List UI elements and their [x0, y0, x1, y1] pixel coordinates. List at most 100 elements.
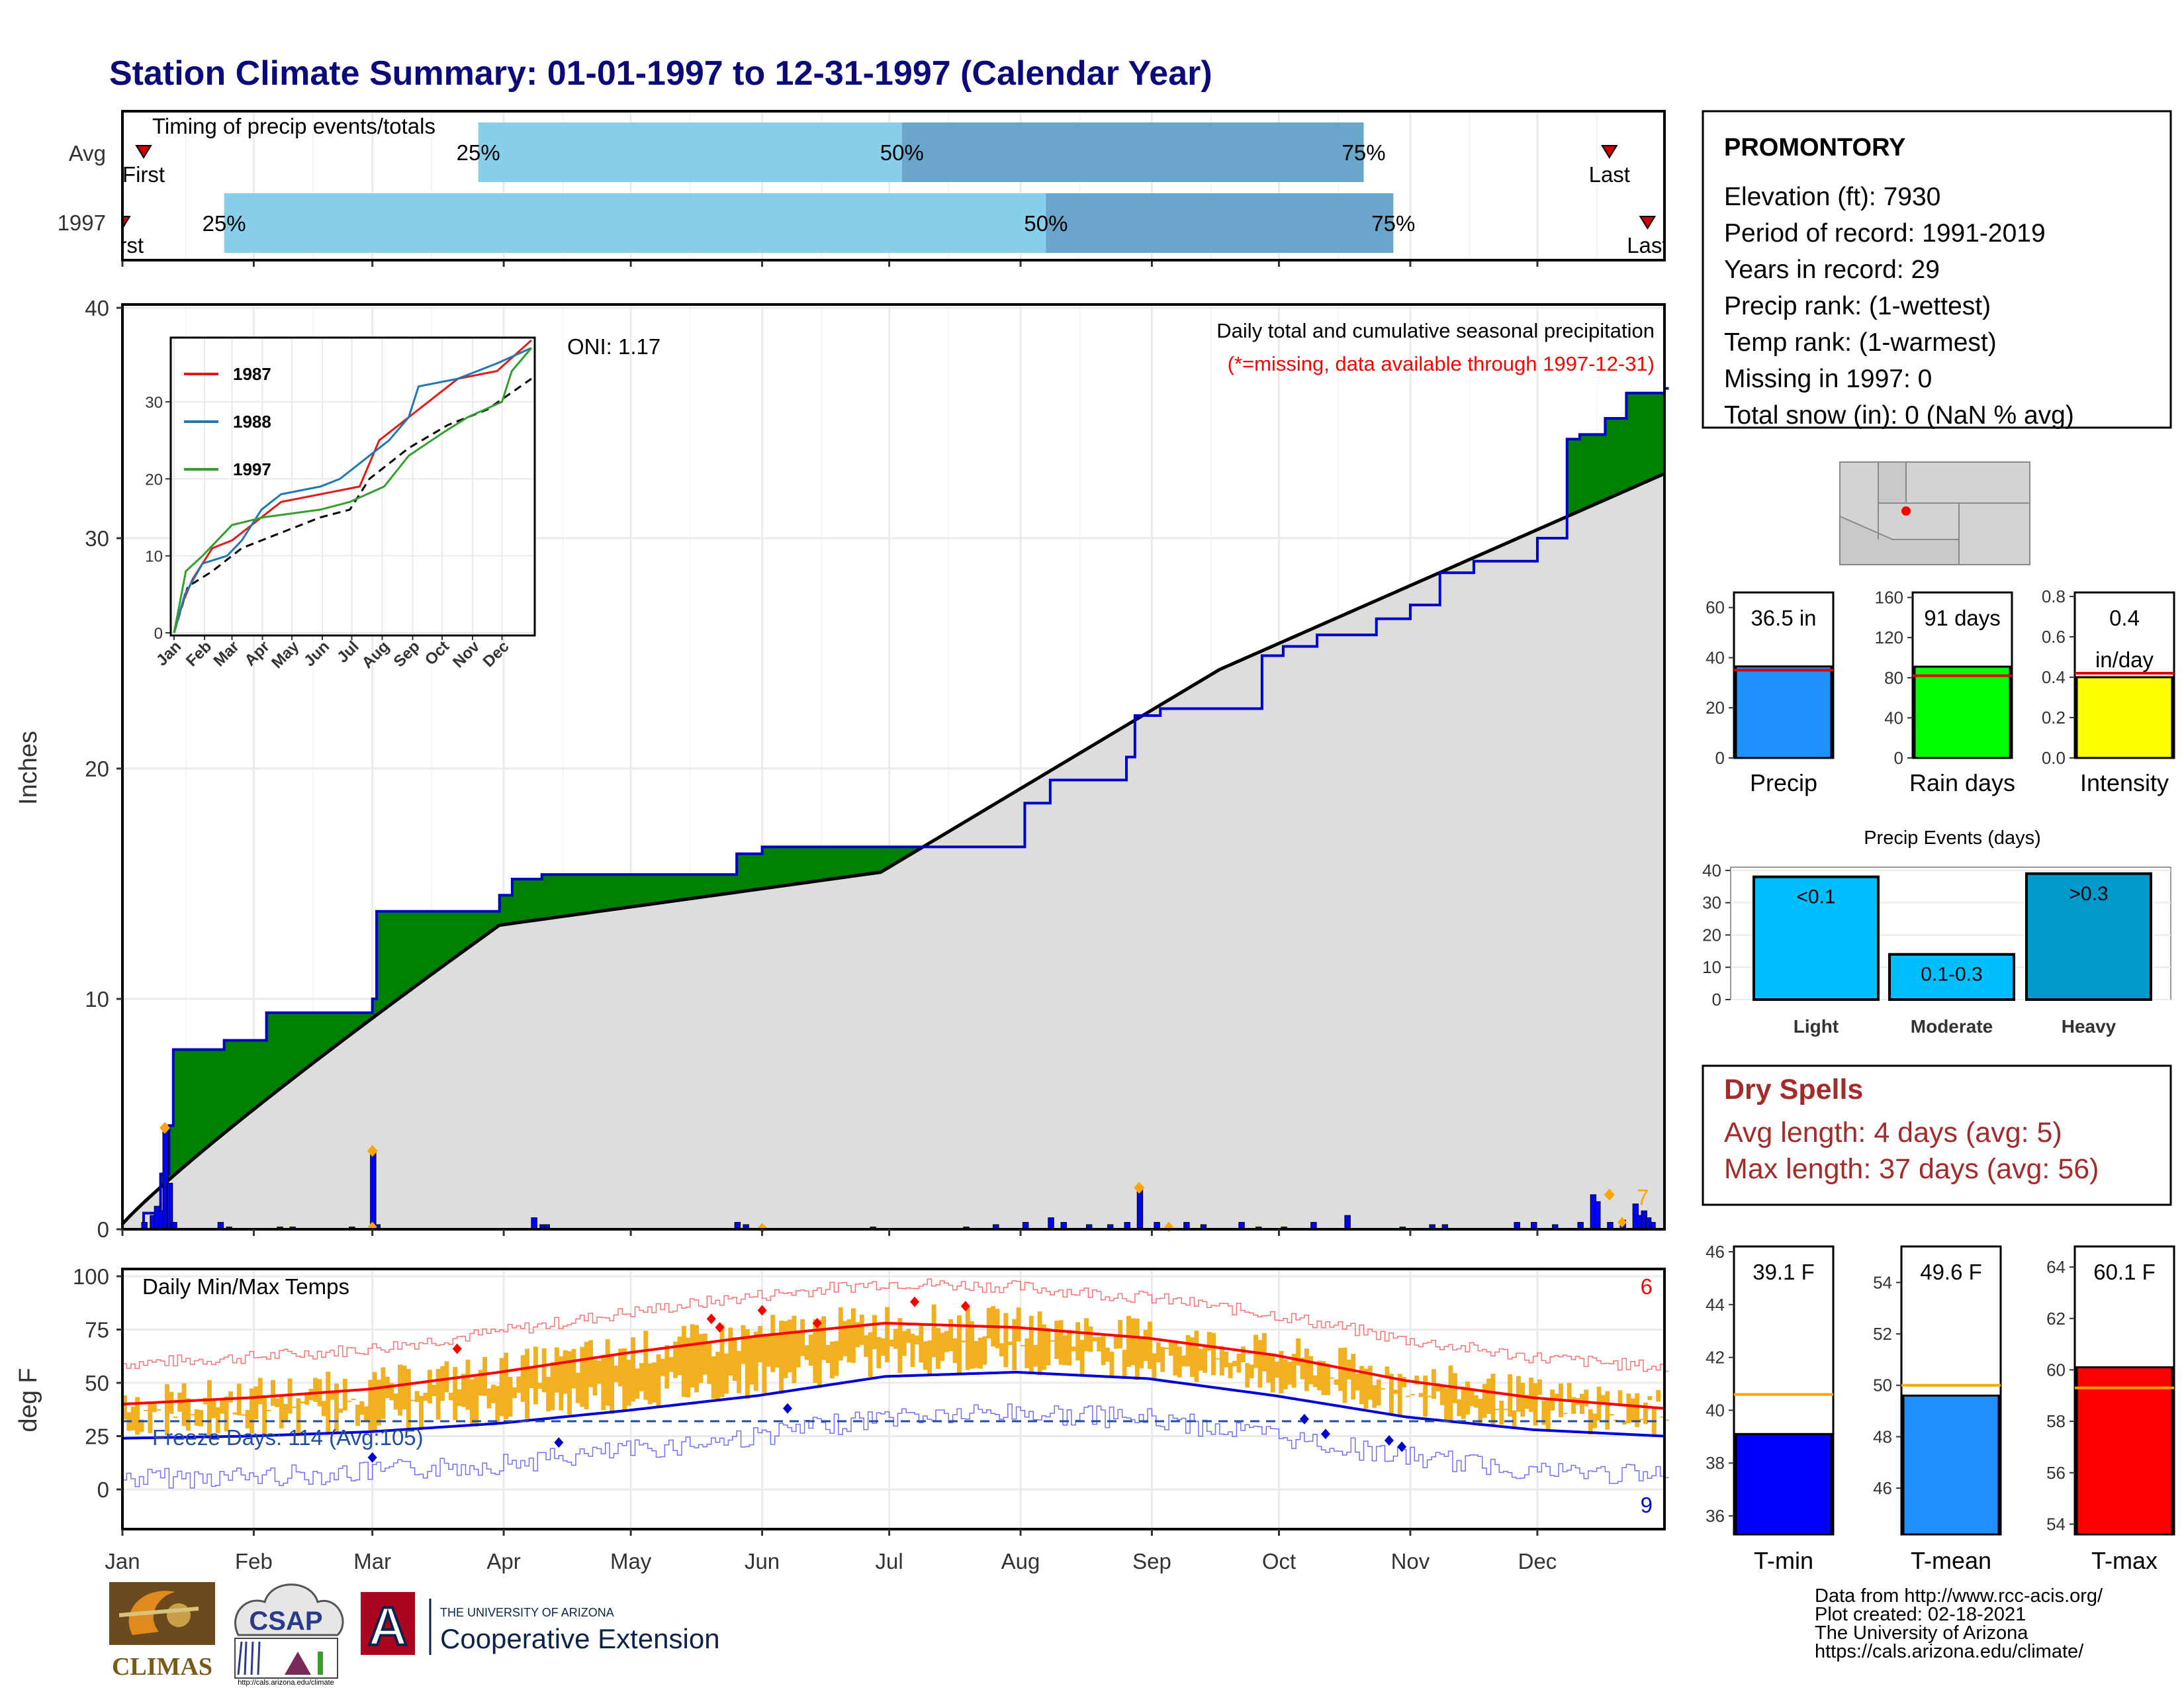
daily-temp-bar [1134, 1318, 1140, 1380]
daily-temp-bar [1079, 1339, 1085, 1377]
daily-temp-bar [1545, 1400, 1551, 1430]
precip-above-avg [563, 874, 568, 917]
daily-temp-bar [313, 1378, 318, 1402]
tgauge-label: T-min [1754, 1547, 1813, 1574]
precip-above-avg [850, 847, 856, 876]
events-ytick-label: 0 [1712, 990, 1721, 1009]
tgauge-value: 60.1 F [2093, 1260, 2156, 1284]
precip-above-avg [1651, 393, 1657, 480]
precip-above-avg [177, 1049, 183, 1172]
daily-temp-bar [631, 1337, 636, 1402]
tgauge-ytick-label: 40 [1706, 1400, 1725, 1420]
daily-temp-bar [1266, 1353, 1271, 1383]
timing-bar-q25-q50 [478, 122, 902, 182]
cold-count: 9 [1641, 1493, 1653, 1517]
precip-above-avg [1656, 393, 1661, 478]
inset-ytick-label: 30 [145, 394, 163, 412]
month-label: May [610, 1549, 652, 1573]
daily-temp-bar [605, 1339, 610, 1406]
events-ytick-label: 40 [1702, 861, 1721, 880]
daily-temp-bar [1300, 1358, 1305, 1380]
timing-pct-label: 75% [1371, 211, 1415, 236]
precip-above-avg [787, 847, 792, 886]
daily-temp-bar [465, 1360, 471, 1410]
daily-temp-bar [1164, 1347, 1169, 1349]
precip-above-avg [287, 1012, 293, 1083]
daily-temp-bar [330, 1391, 335, 1400]
gauge-ytick-label: 40 [1706, 647, 1725, 667]
precip-above-avg [236, 1040, 242, 1123]
cumulative-1997-line [122, 387, 1669, 1231]
daily-temp-bar [1194, 1331, 1199, 1382]
daily-temp-bar [982, 1336, 987, 1365]
precip-above-avg [457, 911, 462, 956]
daily-temp-bar [1033, 1344, 1038, 1367]
precip-above-avg [698, 874, 704, 898]
precip-above-avg [855, 847, 860, 876]
daily-temp-bar [1054, 1321, 1060, 1359]
precip-above-avg [808, 847, 813, 882]
daily-temp-bar [1367, 1366, 1373, 1400]
precip-above-avg [800, 847, 805, 884]
precip-ytick-label: 40 [85, 296, 109, 320]
events-bar-inner-label: >0.3 [2069, 883, 2108, 905]
precip-above-avg [868, 847, 873, 874]
daily-temp-bar [610, 1354, 615, 1415]
precip-above-avg [796, 847, 801, 884]
daily-temp-bar [1626, 1393, 1631, 1423]
daily-temp-bar [406, 1369, 411, 1430]
daily-temp-bar [1118, 1319, 1123, 1348]
daily-temp-bar [868, 1332, 873, 1378]
daily-temp-bar [342, 1378, 347, 1411]
precip-above-avg [444, 911, 449, 965]
temp-ytick-label: 100 [73, 1264, 109, 1289]
daily-temp-bar [952, 1338, 958, 1364]
gauge-ytick-label: 160 [1875, 588, 1903, 608]
precip-above-avg [656, 874, 661, 904]
record-high-marker [960, 1301, 970, 1312]
gauge-ytick-label: 80 [1884, 668, 1903, 688]
daily-temp-bar [1554, 1393, 1559, 1400]
daily-precip-bar [1136, 1187, 1144, 1230]
precip-ylabel: Inches [15, 731, 42, 805]
precip-above-avg [283, 1012, 289, 1086]
daily-temp-bar [1579, 1393, 1584, 1414]
daily-temp-bar [846, 1319, 852, 1363]
events-bar [2025, 872, 2152, 1001]
daily-temp-bar [901, 1331, 907, 1356]
daily-temp-bar [639, 1363, 644, 1391]
daily-temp-bar [1423, 1376, 1428, 1417]
precip-above-avg [749, 853, 754, 891]
month-label: Feb [235, 1549, 273, 1573]
daily-temp-bar [1457, 1399, 1462, 1417]
daily-temp-bar [1224, 1351, 1229, 1368]
precip-above-avg [584, 874, 589, 914]
precip-above-avg [423, 911, 428, 981]
precip-corner-count: 7 [1637, 1185, 1649, 1209]
precip-above-avg [804, 847, 809, 883]
precip-above-avg [643, 874, 649, 906]
daily-temp-bar [1567, 1383, 1572, 1401]
daily-temp-bar [1232, 1360, 1237, 1367]
precip-above-avg [1643, 393, 1648, 483]
precip-above-avg [525, 879, 530, 922]
daily-temp-bar [1067, 1330, 1072, 1366]
daily-temp-bar [1643, 1402, 1648, 1425]
dry-spells-avg: Avg length: 4 days (avg: 5) [1724, 1117, 2062, 1149]
daily-temp-bar [1478, 1399, 1483, 1427]
precip-above-avg [241, 1040, 246, 1120]
daily-temp-bar [512, 1387, 517, 1399]
daily-temp-bar [381, 1367, 386, 1419]
timing-panel: 25% 50% 75% First Last 25% 50% 75% First Last Tim… [58, 110, 1666, 267]
daily-temp-bar [741, 1325, 746, 1364]
precip-above-avg [626, 874, 631, 908]
precip-above-avg [792, 847, 797, 885]
daily-temp-bar [1524, 1395, 1529, 1409]
daily-temp-bar [1028, 1315, 1034, 1373]
credit-line-4: https://cals.arizona.edu/climate/ [1815, 1641, 2084, 1662]
daily-temp-bar [622, 1348, 627, 1411]
daily-temp-bar [139, 1419, 144, 1432]
daily-temp-bar [1058, 1320, 1064, 1365]
inset-ytick-label: 0 [154, 625, 163, 643]
daily-temp-bar [1397, 1374, 1402, 1417]
